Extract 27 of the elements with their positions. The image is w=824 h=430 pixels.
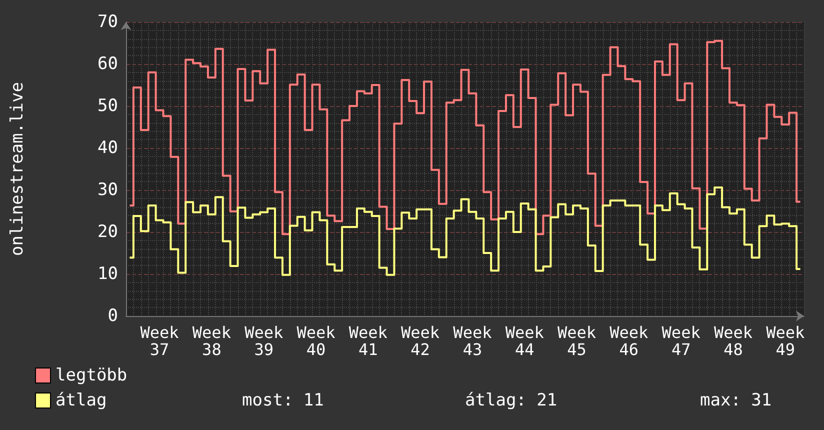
y-tick-label: 40 xyxy=(98,138,118,158)
y-tick-label: 0 xyxy=(108,306,118,326)
x-tick-label: Week 47 xyxy=(662,323,701,359)
legend-label: átlag xyxy=(56,390,107,410)
y-axis-title: onlinestream.live xyxy=(8,82,28,256)
x-tick-label: Week 46 xyxy=(610,323,649,359)
text: átlag: 21 xyxy=(465,390,558,410)
y-tick-label: 50 xyxy=(98,96,118,116)
x-tick-label: Week 45 xyxy=(557,323,596,359)
y-tick-label: 30 xyxy=(98,180,118,200)
x-tick-label: Week 44 xyxy=(505,323,544,359)
x-tick-label: Week 38 xyxy=(192,323,232,359)
x-tick-label: Week 48 xyxy=(714,323,753,359)
x-tick-label: Week 43 xyxy=(453,323,492,359)
y-tick-label: 10 xyxy=(98,264,118,284)
y-tick-label: 20 xyxy=(98,222,118,242)
x-tick-label: Week 39 xyxy=(244,323,284,359)
y-tick-label: 60 xyxy=(98,54,118,74)
x-tick-label: Week 49 xyxy=(766,323,806,359)
x-tick-label: Week 37 xyxy=(140,323,180,359)
x-tick-label: Week 41 xyxy=(348,323,388,359)
x-tick-label: Week 40 xyxy=(296,323,336,359)
x-tick-label: Week 42 xyxy=(401,323,440,359)
y-tick-label: 70 xyxy=(98,12,118,32)
text: max: 31 xyxy=(700,390,772,410)
text: most: 11 xyxy=(242,390,324,410)
legend-label: legtöbb xyxy=(56,366,128,386)
